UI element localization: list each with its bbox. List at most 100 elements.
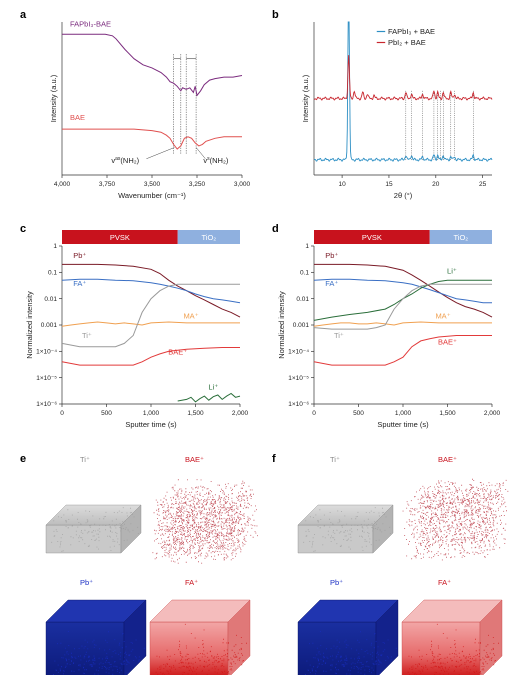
y-tick-label: 1×10⁻⁶ <box>288 401 309 408</box>
x-tick-label: 1,000 <box>395 410 412 417</box>
panel-letter-e: e <box>20 453 26 465</box>
x-tick-label: 15 <box>385 181 393 188</box>
layer-bar-tio2 <box>177 230 240 244</box>
tof-sims-chart-target: PVSK TiO₂ 1 0.1 0.01 0.001 1×10⁻⁴ 1×10⁻⁵ 1×10⁻⁶0… <box>277 230 501 429</box>
cube-front-face <box>297 621 377 675</box>
e-label-fa: FA⁺ <box>185 578 198 587</box>
e-label-ti: Ti⁺ <box>80 455 90 464</box>
fa-3d-map <box>401 599 503 675</box>
series-line <box>62 263 241 318</box>
bae-3d-map <box>402 478 509 561</box>
ion-speckle-cloud <box>152 479 258 564</box>
series-label: Pb⁺ <box>73 251 86 260</box>
y-tick-label: 0.001 <box>41 322 58 329</box>
series-label: Li⁺ <box>208 383 218 392</box>
annotation-pointer <box>195 147 206 159</box>
x-tick-label: 4,000 <box>54 181 71 188</box>
series-label: BAE⁺ <box>438 338 457 347</box>
series-line <box>313 335 492 366</box>
annotation-rest: (NH₂) <box>120 156 139 165</box>
series-line <box>61 321 240 327</box>
series-line-bae <box>62 128 242 150</box>
x-axis-label: Sputter time (s) <box>125 420 177 429</box>
y-tick-label: 0.01 <box>44 296 57 303</box>
x-tick-label: 500 <box>353 410 364 417</box>
annotation-rest: (NH₂) <box>210 156 229 165</box>
x-tick-label: 2,000 <box>232 410 249 417</box>
xrd-chart: 10 15 20 25 2θ (°) Intensity (a.u.) FAPbI₃ + B… <box>301 21 493 200</box>
y-axis-label: Intensity (a.u.) <box>49 74 58 122</box>
annotation-label: vas(NH₂) <box>111 156 139 165</box>
ion-speckle-cloud <box>402 478 509 561</box>
annotation-sup: s <box>207 156 210 162</box>
series-line <box>61 283 240 348</box>
panel-letter-a: a <box>20 9 27 21</box>
ion-speckle-cloud <box>303 507 391 552</box>
x-tick-label: 3,000 <box>234 181 251 188</box>
panel-f-3d-maps: Ti⁺ BAE⁺ Pb⁺ FA⁺ <box>297 455 509 675</box>
cube-top-face <box>45 599 147 623</box>
series-line <box>313 278 492 304</box>
annotation-v: v <box>111 156 115 165</box>
ion-speckle-cloud <box>52 631 145 675</box>
x-tick-label: 1,500 <box>187 410 204 417</box>
x-tick-label: 0 <box>60 410 64 417</box>
cube-front-face <box>297 524 374 554</box>
x-tick-label: 20 <box>432 181 440 188</box>
fa-3d-map <box>149 599 251 675</box>
series-line-pbi2-bae <box>313 55 493 101</box>
panel-letter-d: d <box>272 223 279 235</box>
y-tick-label: 1×10⁻⁵ <box>288 375 309 382</box>
series-label: MA⁺ <box>183 311 198 320</box>
y-axis-label: Normalized intensity <box>277 291 286 359</box>
cube-front-face <box>45 621 125 675</box>
ion-speckle-cloud <box>304 631 397 675</box>
cube-top-face <box>45 504 142 526</box>
legend-label-pbi2-bae: PbI₂ + BAE <box>388 38 426 47</box>
panel-letter-f: f <box>272 453 276 465</box>
annotation-sup: as <box>115 156 121 162</box>
x-tick-label: 3,250 <box>189 181 206 188</box>
layer-label-tio2: TiO₂ <box>453 233 468 242</box>
series-line <box>61 278 241 304</box>
panel-e-3d-maps: Ti⁺ BAE⁺ Pb⁺ FA⁺ <box>45 455 258 675</box>
x-tick-label: 0 <box>312 410 316 417</box>
f-label-fa: FA⁺ <box>438 578 451 587</box>
ti-3d-map <box>45 504 142 554</box>
x-axis-label: 2θ (°) <box>394 191 413 200</box>
x-tick-label: 10 <box>338 181 346 188</box>
series-line-fapbi3-bae <box>314 21 493 162</box>
y-tick-label: 1×10⁻⁶ <box>36 401 57 408</box>
legend-label-fapbi3-bae: FAPbI₃-BAE <box>70 20 111 29</box>
x-tick-label: 3,750 <box>99 181 116 188</box>
cube-front-face <box>45 524 122 554</box>
y-tick-label: 0.001 <box>293 322 310 329</box>
x-axis-label: Sputter time (s) <box>377 420 429 429</box>
layer-label-tio2: TiO₂ <box>201 233 216 242</box>
panel-letter-b: b <box>272 9 279 21</box>
cube-top-face <box>401 599 503 623</box>
series-label: BAE⁺ <box>168 348 187 357</box>
series-line <box>313 283 492 330</box>
annotation-pointer <box>146 147 175 159</box>
x-tick-label: 2,000 <box>484 410 501 417</box>
y-tick-label: 1×10⁻⁴ <box>36 349 57 356</box>
ti-3d-map <box>297 504 394 554</box>
y-tick-label: 1 <box>53 243 57 250</box>
x-tick-label: 3,500 <box>144 181 161 188</box>
f-label-ti: Ti⁺ <box>330 455 340 464</box>
series-line <box>314 263 493 318</box>
e-label-bae: BAE⁺ <box>185 455 204 464</box>
series-label: FA⁺ <box>325 279 338 288</box>
y-tick-label: 0.01 <box>296 296 309 303</box>
series-label: Ti⁺ <box>334 331 344 340</box>
ion-speckle-cloud <box>51 507 139 552</box>
f-label-bae: BAE⁺ <box>438 455 457 464</box>
cube-top-face <box>297 504 394 526</box>
y-tick-label: 0.1 <box>300 270 309 277</box>
series-label: Ti⁺ <box>82 331 92 340</box>
y-tick-label: 1×10⁻⁵ <box>36 375 57 382</box>
y-axis-label: Intensity (a.u.) <box>301 74 310 122</box>
y-tick-label: 0.1 <box>48 270 57 277</box>
